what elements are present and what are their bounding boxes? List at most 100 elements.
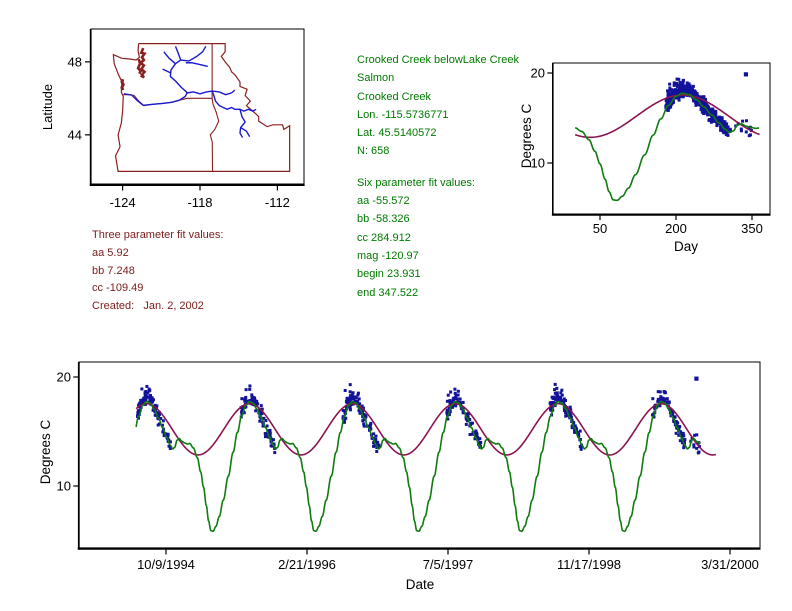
- data-point: [259, 404, 263, 408]
- data-point: [148, 399, 152, 403]
- data-point: [342, 420, 346, 424]
- data-point: [261, 424, 265, 428]
- data-point: [741, 119, 745, 123]
- data-point: [714, 112, 718, 116]
- station-info-line: Lon. -115.5736771: [357, 108, 449, 121]
- data-point: [137, 403, 141, 407]
- data-point: [242, 411, 246, 415]
- data-point: [743, 72, 749, 77]
- data-point: [343, 409, 347, 413]
- station-info-block: Crooked Creek belowLake Creek Salmon Cro…: [357, 51, 519, 302]
- data-point: [674, 431, 678, 435]
- data-point: [348, 383, 352, 387]
- data-point: [377, 443, 381, 447]
- data-point: [553, 382, 557, 386]
- data-point: [667, 92, 671, 96]
- day-plot: 50 200 350 20 10 Day Degrees C: [519, 62, 771, 254]
- data-point: [712, 114, 716, 118]
- river: [162, 68, 171, 74]
- data-point: [267, 430, 271, 434]
- date-data-points: [136, 376, 701, 455]
- data-point: [692, 99, 696, 103]
- data-point: [374, 434, 378, 438]
- six-param-fit-block: Six parameter fit values: aa -55.572 bb …: [357, 174, 519, 302]
- data-point: [245, 400, 249, 404]
- data-point: [144, 395, 148, 399]
- data-point: [250, 395, 254, 399]
- data-point: [682, 91, 686, 95]
- data-point: [445, 410, 449, 414]
- data-point: [560, 393, 564, 397]
- data-point: [573, 424, 577, 428]
- data-point: [682, 446, 686, 450]
- data-point: [273, 451, 277, 455]
- data-point: [447, 413, 451, 417]
- data-point: [720, 116, 724, 120]
- data-point: [243, 399, 247, 403]
- data-point: [695, 433, 699, 437]
- data-point: [716, 116, 720, 120]
- data-point: [346, 396, 350, 400]
- data-point: [664, 104, 668, 108]
- data-point: [356, 393, 360, 397]
- data-point: [168, 440, 172, 444]
- data-point: [161, 419, 165, 423]
- data-point: [681, 78, 685, 82]
- data-point: [677, 98, 681, 102]
- data-point: [263, 435, 267, 439]
- data-point: [262, 416, 266, 420]
- data-point: [562, 397, 566, 401]
- data-point: [345, 401, 349, 405]
- puget-sound-shoreline: [136, 58, 143, 75]
- six-param-line: cc 284.912: [357, 231, 411, 244]
- three-param-fit-curve: [574, 94, 760, 139]
- data-point: [453, 387, 457, 391]
- coastal-bays: [120, 78, 125, 91]
- data-point: [685, 81, 689, 85]
- date-x-tick-label: 10/9/1994: [137, 557, 195, 572]
- data-point: [651, 397, 655, 401]
- data-point: [372, 441, 376, 445]
- data-point: [151, 398, 155, 402]
- data-point: [265, 424, 269, 428]
- data-point: [372, 432, 376, 436]
- data-point: [690, 86, 694, 90]
- data-point: [659, 395, 663, 399]
- idaho-border: [209, 43, 220, 172]
- data-point: [678, 425, 682, 429]
- river: [187, 90, 213, 95]
- data-point: [361, 419, 365, 423]
- data-point: [156, 423, 160, 427]
- data-point: [465, 417, 469, 421]
- three-param-line: Three parameter fit values:: [92, 229, 224, 241]
- data-point: [656, 399, 660, 403]
- data-point: [577, 434, 581, 438]
- data-point: [716, 122, 720, 126]
- day-ylabel: Degrees C: [519, 103, 534, 168]
- data-point: [344, 405, 348, 409]
- data-point: [474, 429, 478, 433]
- six-param-fit-curve: [135, 400, 701, 533]
- data-point: [671, 89, 675, 93]
- data-point: [668, 104, 672, 108]
- data-point: [744, 130, 748, 134]
- data-point: [155, 404, 159, 408]
- data-point: [244, 388, 248, 392]
- data-point: [248, 387, 252, 391]
- day-xlabel: Day: [674, 239, 698, 254]
- six-param-line: Six parameter fit values:: [357, 176, 475, 189]
- day-y-tick-label: 20: [531, 66, 545, 81]
- data-point: [559, 395, 563, 399]
- data-point: [253, 401, 257, 405]
- data-point: [686, 86, 690, 90]
- data-point: [167, 444, 171, 448]
- data-point: [375, 449, 379, 453]
- data-point: [478, 437, 482, 441]
- data-point: [560, 388, 564, 392]
- data-point: [555, 394, 559, 398]
- data-point: [168, 446, 172, 450]
- date-x-tick-label: 3/31/2000: [701, 557, 759, 572]
- data-point: [675, 89, 679, 93]
- data-point: [674, 81, 678, 85]
- data-point: [677, 77, 681, 81]
